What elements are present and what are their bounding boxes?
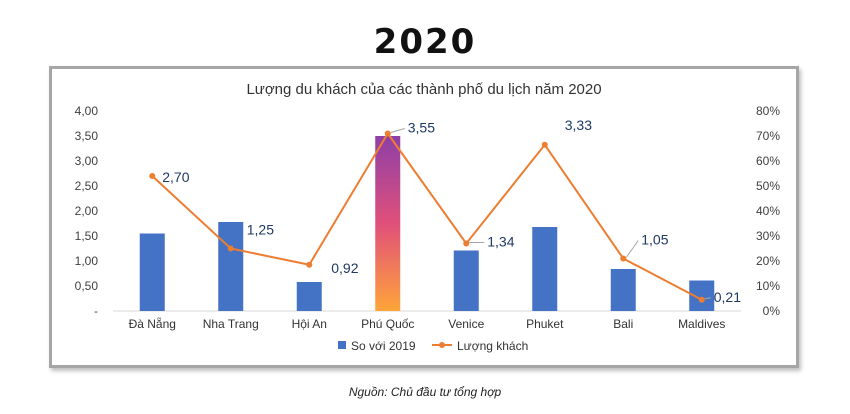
data-label-leader [704, 297, 711, 300]
chart-title: Lượng du khách của các thành phố du lịch… [246, 81, 601, 98]
line-data-label: 1,05 [641, 232, 668, 248]
legend-label-bar: So với 2019 [351, 339, 416, 353]
y-left-tick-label: 2,50 [75, 179, 99, 193]
y-left-tick-label: 2,00 [75, 204, 99, 218]
y-left-tick-label: 3,50 [75, 129, 99, 143]
x-tick-label: Bali [613, 317, 633, 331]
line-data-label: 1,25 [247, 222, 274, 238]
x-tick-label: Nha Trang [203, 317, 259, 331]
chart-frame: Lượng du khách của các thành phố du lịch… [49, 66, 799, 368]
y-right-tick-label: 30% [756, 229, 780, 243]
data-label-leader [625, 240, 639, 258]
data-label-leader [390, 128, 405, 133]
bar-6 [532, 227, 558, 311]
y-left-tick-label: - [94, 304, 98, 318]
y-left-tick-label: 0,50 [75, 279, 99, 293]
legend-label-line: Lượng khách [457, 339, 528, 353]
y-right-tick-label: 70% [756, 129, 780, 143]
line-data-label: 3,33 [565, 117, 592, 133]
bar-1 [139, 233, 165, 311]
combo-chart: Lượng du khách của các thành phố du lịch… [75, 81, 781, 353]
y-left-tick-label: 4,00 [75, 104, 99, 118]
legend-swatch-marker [439, 342, 445, 348]
y-left-tick-label: 3,00 [75, 154, 99, 168]
x-tick-label: Maldives [678, 317, 725, 331]
line-data-label: 2,70 [162, 169, 189, 185]
y-left-tick-label: 1,00 [75, 254, 99, 268]
source-note: Nguồn: Chủ đầu tư tổng hợp [348, 385, 502, 399]
line-point-1 [149, 173, 156, 179]
line-data-label: 0,92 [331, 260, 358, 276]
y-right-tick-label: 50% [756, 179, 780, 193]
legend-swatch-bar [338, 341, 346, 349]
line-point-3 [306, 261, 313, 268]
line-point-2 [227, 245, 234, 252]
line-point-8 [698, 296, 705, 303]
page-heading: 2020 [373, 22, 477, 62]
y-left-tick-label: 1,50 [75, 229, 99, 243]
bar-3 [296, 282, 322, 311]
bar-4 [375, 136, 401, 311]
bar-2 [218, 222, 244, 311]
series-line-luong-khach [151, 131, 703, 301]
line-point-6 [541, 141, 548, 148]
x-tick-label: Phuket [526, 317, 564, 331]
line-data-label: 1,34 [487, 234, 514, 250]
x-tick-label: Venice [448, 317, 484, 331]
line-data-label: 0,21 [714, 289, 741, 305]
y-right-tick-label: 40% [756, 204, 780, 218]
y-right-tick-label: 0% [763, 304, 781, 318]
line-point-4 [384, 130, 391, 137]
y-right-tick-label: 60% [756, 154, 780, 168]
line-point-7 [620, 255, 627, 262]
y-right-tick-label: 10% [756, 279, 780, 293]
y-right-tick-label: 80% [756, 104, 780, 118]
x-tick-label: Phú Quốc [361, 317, 414, 331]
x-tick-label: Hội An [292, 317, 327, 331]
y-right-tick-label: 20% [756, 254, 780, 268]
line-data-label: 3,55 [408, 120, 435, 136]
x-tick-label: Đà Nẵng [129, 316, 176, 331]
bar-7 [610, 269, 636, 311]
line-point-5 [463, 240, 470, 247]
bar-5 [453, 250, 479, 311]
